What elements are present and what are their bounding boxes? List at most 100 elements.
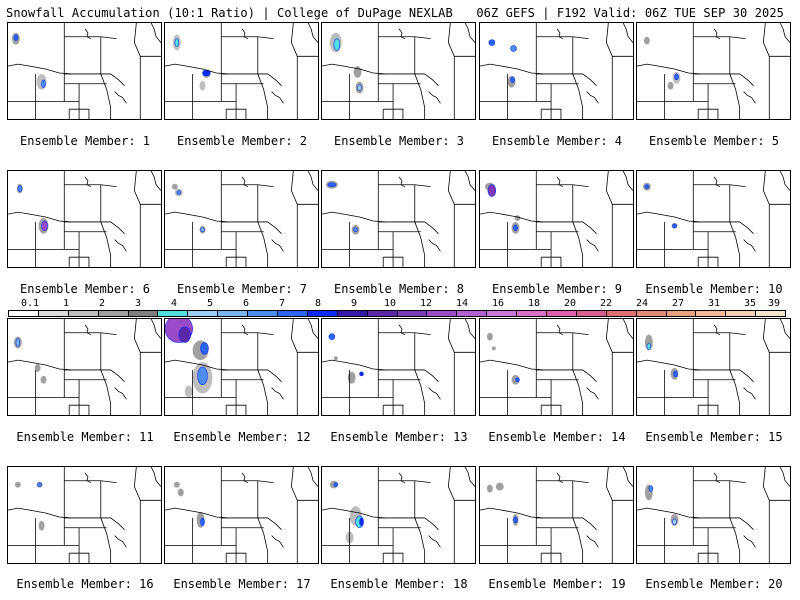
ensemble-panel-3 — [321, 22, 476, 120]
scale-tick-label: 18 — [527, 298, 541, 309]
snowfall-area — [14, 481, 21, 488]
scale-tick-label: 14 — [455, 298, 469, 309]
snowfall-area — [178, 326, 191, 343]
color-swatch — [726, 311, 757, 316]
color-swatch — [128, 311, 159, 316]
snowfall-area — [197, 366, 208, 385]
ensemble-panel-5 — [636, 22, 791, 120]
snowfall-area — [359, 371, 364, 377]
scale-tick-label: 9 — [350, 298, 358, 309]
snowfall-area — [328, 333, 336, 340]
snowfall-area — [513, 516, 518, 524]
snowfall-area — [513, 224, 518, 232]
member-caption-14: Ensemble Member: 14 — [488, 430, 626, 444]
snowfall-area — [37, 482, 42, 487]
map-basemap — [322, 23, 475, 119]
snowfall-area — [327, 182, 337, 187]
snowfall-area — [15, 338, 21, 347]
color-swatch — [487, 311, 518, 316]
ensemble-panel-19 — [479, 466, 634, 564]
scale-tick-label: 6 — [242, 298, 250, 309]
member-caption-20: Ensemble Member: 20 — [645, 577, 783, 591]
snowfall-area — [34, 364, 41, 372]
color-swatch — [606, 311, 637, 316]
scale-tick-label: 10 — [383, 298, 397, 309]
color-swatch — [397, 311, 428, 316]
color-swatch — [337, 311, 368, 316]
snowfall-area — [347, 371, 356, 384]
color-bar — [8, 310, 786, 317]
color-swatch — [218, 311, 249, 316]
snowfall-area — [515, 377, 520, 382]
snowfall-area — [333, 356, 338, 361]
color-swatch — [427, 311, 458, 316]
member-caption-16: Ensemble Member: 16 — [16, 577, 154, 591]
map-basemap — [637, 23, 790, 119]
map-basemap — [480, 23, 633, 119]
scale-tick-label: 31 — [707, 298, 721, 309]
snowfall-area — [353, 227, 358, 233]
snowfall-area — [672, 518, 677, 526]
ensemble-panel-9 — [479, 170, 634, 268]
snowfall-area — [17, 185, 23, 192]
map-basemap — [480, 319, 633, 415]
color-swatch — [248, 311, 279, 316]
color-swatch — [98, 311, 129, 316]
scale-tick-label: 27 — [671, 298, 685, 309]
ensemble-panel-16 — [7, 466, 162, 564]
snowfall-area — [486, 332, 493, 341]
scale-tick-label: 12 — [419, 298, 433, 309]
color-swatch — [278, 311, 308, 316]
color-swatch — [547, 311, 577, 316]
scale-tick-label: 39 — [767, 298, 781, 309]
snowfall-area — [644, 184, 650, 189]
map-basemap — [8, 23, 161, 119]
member-caption-2: Ensemble Member: 2 — [176, 134, 308, 148]
snowfall-area — [176, 190, 182, 195]
map-basemap — [165, 467, 318, 563]
member-caption-4: Ensemble Member: 4 — [491, 134, 623, 148]
member-caption-10: Ensemble Member: 10 — [645, 282, 783, 296]
scale-tick-label: 5 — [206, 298, 214, 309]
scale-tick-label: 4 — [170, 298, 178, 309]
snowfall-area — [643, 36, 650, 45]
ensemble-panel-1 — [7, 22, 162, 120]
color-swatch — [9, 311, 39, 316]
map-basemap — [8, 467, 161, 563]
map-basemap — [637, 171, 790, 267]
snowfall-area — [200, 517, 205, 527]
member-caption-5: Ensemble Member: 5 — [648, 134, 780, 148]
member-caption-6: Ensemble Member: 6 — [19, 282, 151, 296]
snowfall-area — [41, 79, 46, 88]
scale-tick-label: 8 — [314, 298, 322, 309]
ensemble-panel-14 — [479, 318, 634, 416]
snowfall-area — [40, 375, 47, 384]
snowfall-area — [648, 485, 654, 492]
color-swatch — [307, 311, 338, 316]
scale-tick-label: 0.1 — [20, 298, 40, 309]
member-caption-1: Ensemble Member: 1 — [19, 134, 151, 148]
member-caption-3: Ensemble Member: 3 — [333, 134, 465, 148]
scale-tick-label: 2 — [98, 298, 106, 309]
member-caption-13: Ensemble Member: 13 — [330, 430, 468, 444]
ensemble-panel-12 — [164, 318, 319, 416]
color-swatch — [68, 311, 99, 316]
ensemble-panel-11 — [7, 318, 162, 416]
color-swatch — [517, 311, 548, 316]
snowfall-area — [41, 220, 48, 232]
map-basemap — [322, 467, 475, 563]
ensemble-panel-10 — [636, 170, 791, 268]
snowfall-area — [667, 81, 674, 90]
snowfall-area — [491, 346, 496, 351]
snowfall-area — [357, 84, 362, 91]
snowfall-area — [38, 520, 45, 531]
color-swatch — [158, 311, 189, 316]
snowfall-area — [487, 184, 497, 197]
map-basemap — [165, 23, 318, 119]
snowfall-area — [486, 484, 493, 493]
color-swatch — [38, 311, 69, 316]
color-swatch — [576, 311, 607, 316]
ensemble-panel-13 — [321, 318, 476, 416]
ensemble-panel-8 — [321, 170, 476, 268]
color-swatch — [457, 311, 488, 316]
